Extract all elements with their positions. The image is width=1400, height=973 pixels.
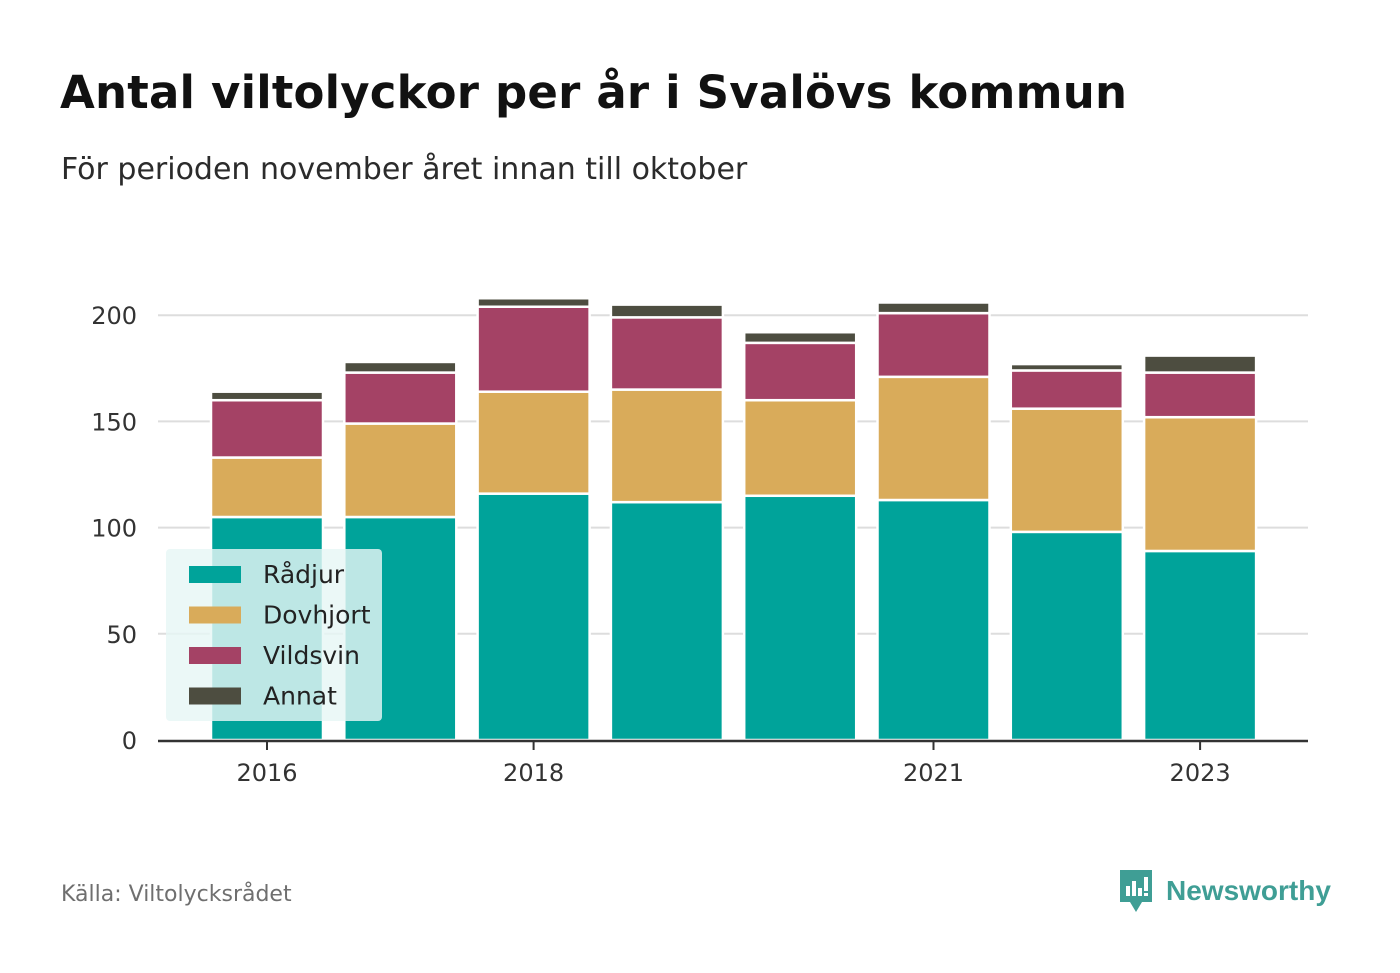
legend-label: Annat <box>263 682 337 711</box>
x-axis <box>158 739 1308 750</box>
bar-segment <box>209 398 325 459</box>
bar-segment <box>742 341 858 402</box>
bar-segment <box>742 494 858 742</box>
bar-segment <box>1009 530 1125 742</box>
legend-label: Rådjur <box>263 560 345 589</box>
y-tick-label: 150 <box>91 408 137 436</box>
y-tick-label: 200 <box>91 302 137 330</box>
bar-segment <box>742 330 858 345</box>
legend-swatch <box>189 687 241 705</box>
x-tick-label: 2016 <box>236 759 297 787</box>
x-tick-label: 2021 <box>903 759 964 787</box>
legend-swatch <box>189 606 241 624</box>
bar-segment <box>476 305 591 393</box>
chart-title: Antal viltolyckor per år i Svalövs kommu… <box>60 66 1128 119</box>
bar-segment <box>1142 415 1258 553</box>
bar-segment <box>876 498 991 742</box>
bar-segment <box>876 375 991 502</box>
x-tick-label: 2018 <box>503 759 564 787</box>
legend-background <box>166 549 382 721</box>
x-tick-label: 2023 <box>1170 759 1231 787</box>
bar-segment <box>1009 369 1125 410</box>
legend-swatch <box>189 647 241 664</box>
bar-segment <box>609 500 725 742</box>
x-axis-tick-labels: 2016 2018 2021 2023 <box>236 759 1230 787</box>
legend: Rådjur Dovhjort Vildsvin Annat <box>166 549 382 721</box>
legend-label: Vildsvin <box>263 641 360 670</box>
bar-segment <box>343 360 458 374</box>
y-tick-label: 100 <box>91 515 137 543</box>
bar-segment <box>476 296 591 308</box>
bar-segment <box>609 316 725 391</box>
legend-label: Dovhjort <box>263 601 371 630</box>
y-axis-tick-labels: 0 50 100 150 200 <box>91 302 137 755</box>
bar-segment <box>609 303 725 319</box>
chart-subtitle: För perioden november året innan till ok… <box>61 152 748 187</box>
bar-segment <box>209 456 325 519</box>
bar-segment <box>609 388 725 504</box>
y-tick-label: 50 <box>106 621 137 649</box>
bar-segment <box>1142 371 1258 419</box>
bar-segment <box>343 422 458 519</box>
bar-segment <box>1142 549 1258 742</box>
source-note: Källa: Viltolycksrådet <box>61 882 292 907</box>
y-tick-label: 0 <box>122 727 137 755</box>
bar-segment <box>1009 362 1125 372</box>
brand-name: Newsworthy <box>1166 875 1331 906</box>
bar-segment <box>1009 407 1125 534</box>
bar-segment <box>209 390 325 402</box>
legend-swatch <box>189 566 241 583</box>
bar-segment <box>876 311 991 379</box>
brand-logo: Newsworthy <box>1118 868 1331 914</box>
bar-segment <box>1142 354 1258 374</box>
bar-segment <box>476 390 591 495</box>
bar-segment <box>742 398 858 498</box>
newsworthy-logo-icon <box>1120 870 1152 912</box>
bar-segment <box>476 492 591 742</box>
bar-segment <box>343 371 458 425</box>
bar-segment <box>876 301 991 315</box>
